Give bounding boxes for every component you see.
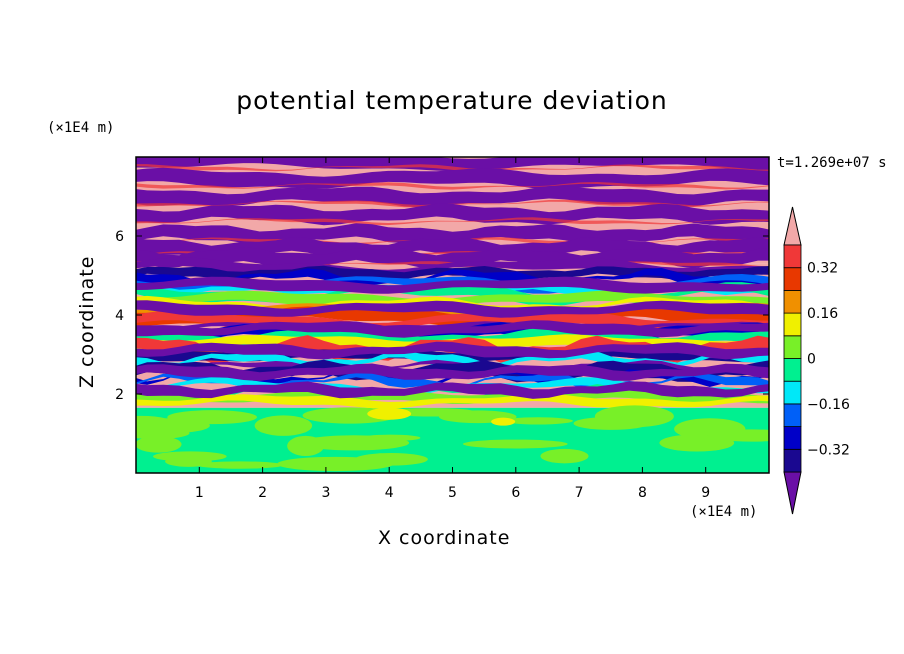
y-tick-label: 4 — [115, 308, 124, 324]
x-tick-label: 1 — [195, 485, 204, 501]
x-tick-label: 7 — [575, 485, 584, 501]
green-patch — [138, 418, 210, 433]
x-tick-label: 6 — [511, 485, 520, 501]
y-unit-label: (×1E4 m) — [47, 120, 115, 136]
x-tick-label: 9 — [701, 485, 710, 501]
colorbar-level — [783, 289, 802, 314]
x-tick-label: 5 — [448, 485, 457, 501]
green-patch — [254, 415, 313, 436]
green-patch — [707, 429, 769, 442]
purple-streak — [136, 341, 769, 360]
green-patch — [573, 416, 649, 430]
colorbar-tick-label: 0 — [807, 352, 816, 368]
colorbar-tick-label: −0.16 — [807, 397, 850, 413]
colorbar-tick-label: 0.32 — [807, 261, 838, 277]
yellow-patch — [367, 407, 412, 420]
green-patch — [677, 420, 712, 433]
purple-streak — [136, 363, 769, 381]
colorbar: 0.32 0.16 0 −0.16 −0.32 — [783, 206, 850, 515]
colorbar-level — [783, 267, 802, 291]
mixed-layer — [136, 267, 769, 289]
colorbar-level — [783, 403, 802, 427]
y-tick-label: 6 — [115, 229, 124, 245]
y-axis: 2 4 6 — [115, 229, 769, 403]
x-tick-label: 2 — [258, 485, 267, 501]
colorbar-level — [783, 335, 802, 359]
y-axis-label: Z coordinate — [76, 255, 98, 388]
thin-red-line — [136, 182, 769, 190]
green-patch — [462, 439, 568, 449]
colorbar-extend-high — [783, 206, 802, 246]
colorbar-level — [783, 426, 802, 450]
mixed-layer — [136, 389, 769, 404]
x-tick-label: 4 — [385, 485, 394, 501]
yellow-patch — [491, 417, 516, 426]
thin-red-line — [136, 164, 769, 172]
x-unit-label: (×1E4 m) — [690, 504, 758, 520]
purple-streak — [136, 276, 769, 294]
x-axis: 1 2 3 4 5 6 7 8 9 — [195, 157, 710, 501]
green-patch — [197, 461, 284, 469]
purple-streak — [136, 381, 769, 399]
colorbar-tick-label: −0.32 — [807, 442, 850, 458]
purple-streak — [136, 300, 769, 318]
purple-layer — [136, 157, 769, 172]
colorbar-level — [783, 244, 802, 269]
colorbar-level — [783, 358, 802, 382]
colorbar-level — [783, 312, 802, 337]
chart-title: potential temperature deviation — [236, 86, 668, 115]
green-patch — [540, 448, 589, 464]
green-patch — [360, 434, 421, 442]
colorbar-level — [783, 448, 802, 473]
mixed-layer — [136, 393, 769, 409]
thin-red-line — [136, 199, 769, 208]
y-tick-label: 2 — [115, 387, 124, 403]
purple-layer — [136, 186, 769, 208]
colorbar-level — [783, 380, 802, 405]
green-patch — [153, 451, 227, 462]
x-axis-label: X coordinate — [378, 527, 511, 549]
green-patch — [503, 417, 573, 425]
purple-streak — [136, 320, 769, 338]
colorbar-tick-label: 0.16 — [807, 306, 838, 322]
contour-field — [136, 157, 769, 473]
colorbar-extend-low — [783, 471, 802, 515]
x-tick-label: 3 — [321, 485, 330, 501]
thin-red-line — [136, 217, 769, 226]
x-tick-label: 8 — [638, 485, 647, 501]
green-patch — [136, 436, 182, 453]
time-label: t=1.269e+07 s — [777, 155, 887, 171]
green-patch — [277, 456, 394, 472]
purple-layer — [136, 247, 769, 269]
